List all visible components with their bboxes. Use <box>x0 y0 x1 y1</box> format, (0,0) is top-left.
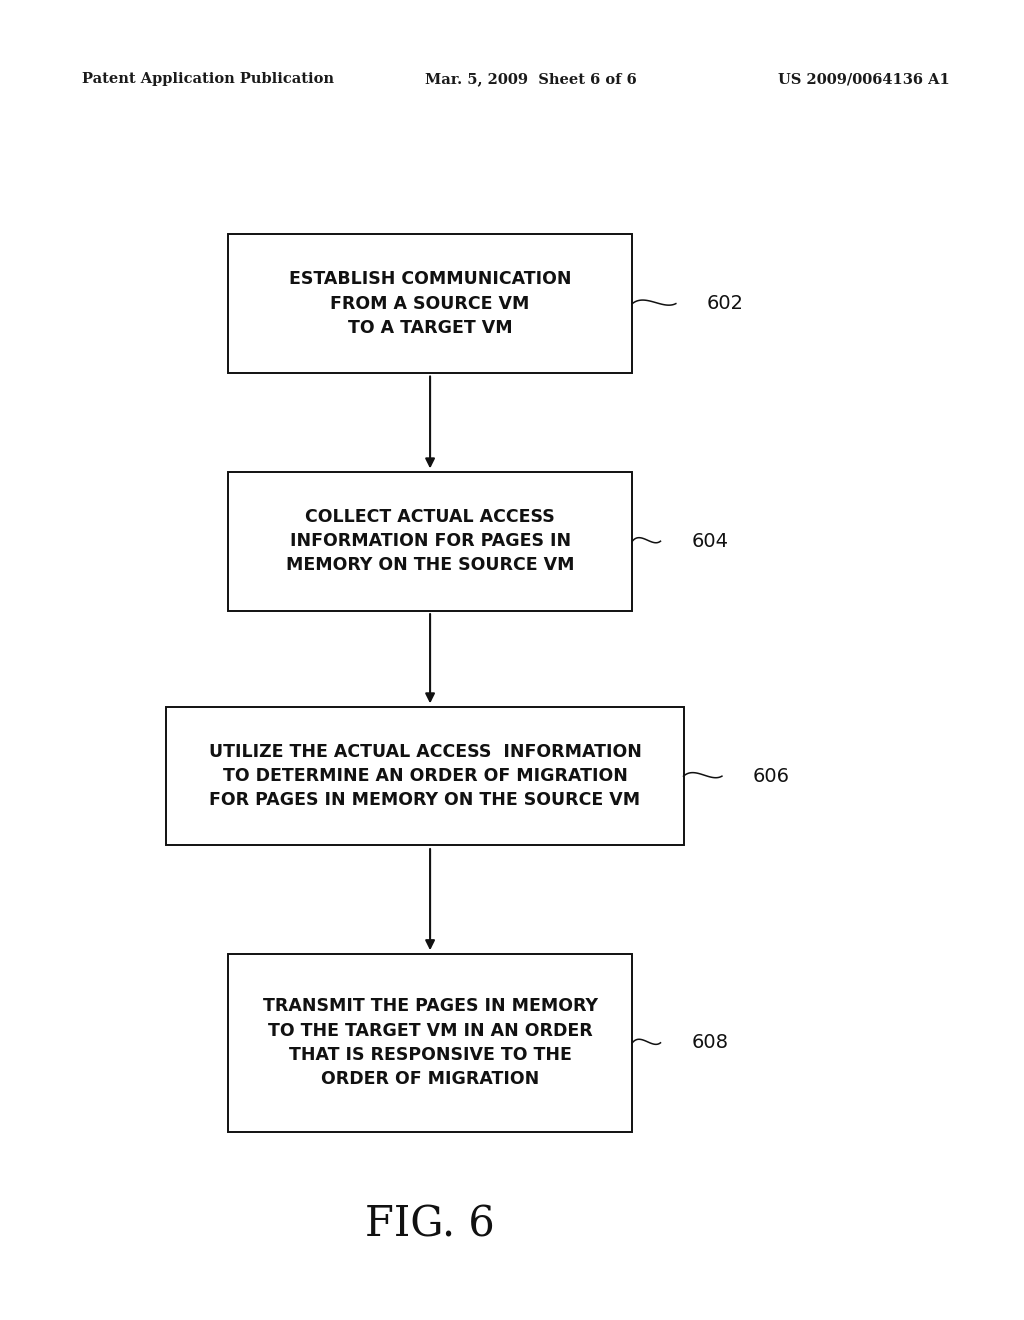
Bar <box>227 953 632 1133</box>
Text: 606: 606 <box>753 767 790 785</box>
Text: Patent Application Publication: Patent Application Publication <box>82 73 334 86</box>
Text: UTILIZE THE ACTUAL ACCESS  INFORMATION
TO DETERMINE AN ORDER OF MIGRATION
FOR PA: UTILIZE THE ACTUAL ACCESS INFORMATION TO… <box>209 743 641 809</box>
Text: FIG. 6: FIG. 6 <box>366 1204 495 1246</box>
Bar <box>166 708 684 846</box>
Text: 604: 604 <box>691 532 728 550</box>
Text: US 2009/0064136 A1: US 2009/0064136 A1 <box>778 73 950 86</box>
Text: Mar. 5, 2009  Sheet 6 of 6: Mar. 5, 2009 Sheet 6 of 6 <box>425 73 637 86</box>
Text: 608: 608 <box>691 1034 728 1052</box>
Text: 602: 602 <box>707 294 743 313</box>
Text: ESTABLISH COMMUNICATION
FROM A SOURCE VM
TO A TARGET VM: ESTABLISH COMMUNICATION FROM A SOURCE VM… <box>289 271 571 337</box>
Bar <box>227 235 632 372</box>
Text: COLLECT ACTUAL ACCESS
INFORMATION FOR PAGES IN
MEMORY ON THE SOURCE VM: COLLECT ACTUAL ACCESS INFORMATION FOR PA… <box>286 508 574 574</box>
Bar <box>227 473 632 610</box>
Text: TRANSMIT THE PAGES IN MEMORY
TO THE TARGET VM IN AN ORDER
THAT IS RESPONSIVE TO : TRANSMIT THE PAGES IN MEMORY TO THE TARG… <box>262 998 598 1088</box>
